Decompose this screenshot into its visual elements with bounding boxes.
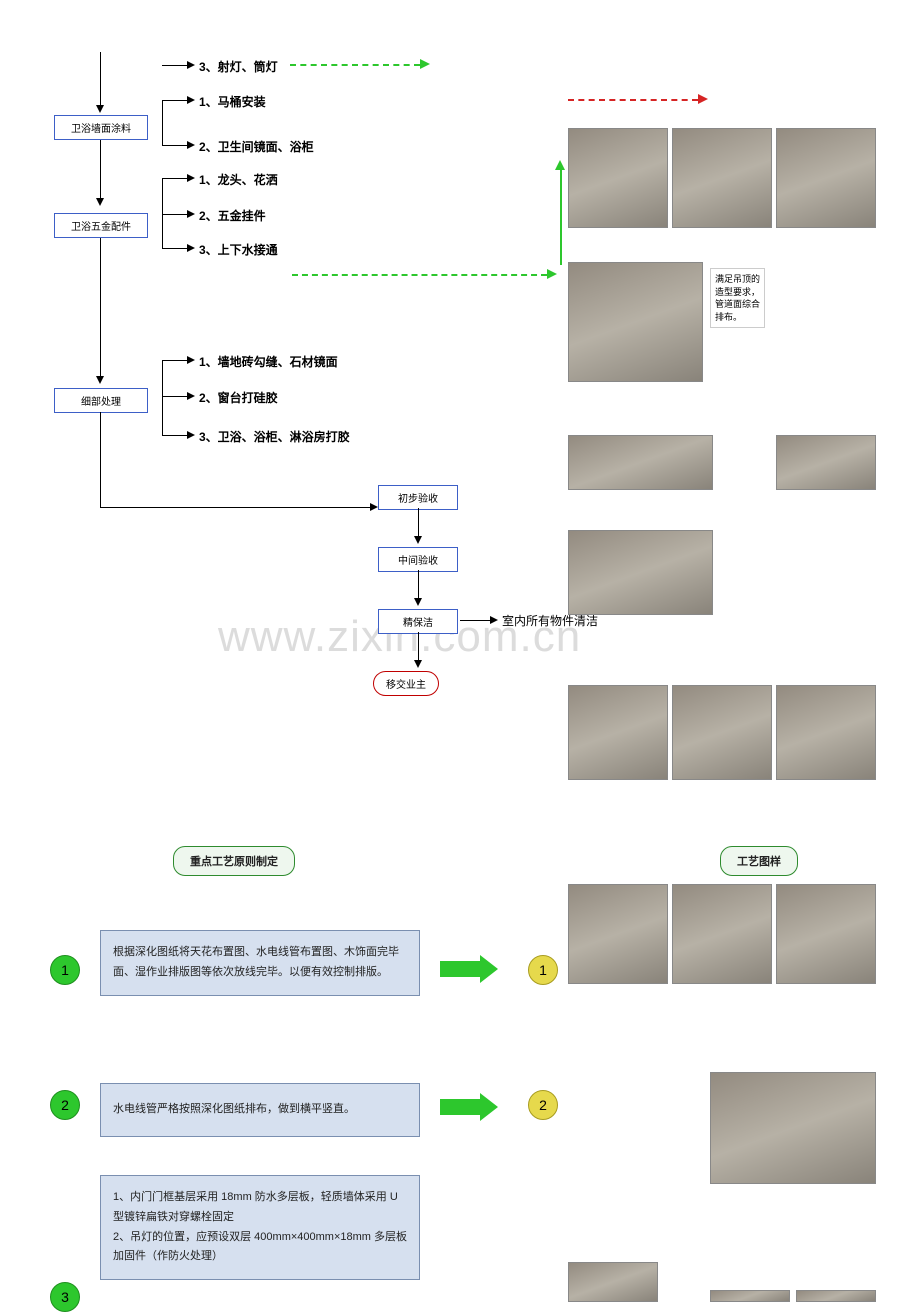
header-right: 工艺图样 <box>720 846 798 876</box>
photo-r2-1 <box>568 262 703 382</box>
node-b4: 初步验收 <box>378 485 458 510</box>
arrow-b6-b7 <box>418 632 419 662</box>
green-arrow-head-1 <box>420 59 430 69</box>
b3-brace <box>162 360 163 435</box>
branch-a8: 2、窗台打硅胶 <box>199 389 278 406</box>
branch-a3: 2、卫生间镜面、浴柜 <box>199 138 314 155</box>
node-b3: 细部处理 <box>54 388 148 413</box>
conn-a1-head <box>187 61 195 69</box>
conn-a2-head <box>187 96 195 104</box>
arrow-b1-b2 <box>100 140 101 200</box>
photo-s1-2 <box>672 884 772 984</box>
arrow-b3-down <box>100 412 101 507</box>
node-b6: 精保洁 <box>378 609 458 634</box>
arrow-b3-right <box>100 507 370 508</box>
step-box-2: 水电线管严格按照深化图纸排布，做到横平竖直。 <box>100 1083 420 1137</box>
branch-a7: 1、墙地砖勾缝、石材镜面 <box>199 353 338 370</box>
arrow-b2-b3-head <box>96 376 104 384</box>
arrow-b6-b7-head <box>414 660 422 668</box>
photo-s1-3 <box>776 884 876 984</box>
arrow-b4-b5 <box>418 508 419 538</box>
branch-a9: 3、卫浴、浴柜、淋浴房打胶 <box>199 428 350 445</box>
green-arrow-up-line <box>560 170 562 265</box>
photo-s1-1 <box>568 884 668 984</box>
arrow-b1-b2-head <box>96 198 104 206</box>
photo-r1-2 <box>672 128 772 228</box>
conn-a3-head <box>187 141 195 149</box>
conn-a6 <box>162 248 187 249</box>
photo-r3-1 <box>568 435 713 490</box>
node-b2: 卫浴五金配件 <box>54 213 148 238</box>
photo-r3-2 <box>776 435 876 490</box>
photo-s3-2 <box>710 1290 790 1302</box>
photo-s3-3 <box>796 1290 876 1302</box>
conn-a9-head <box>187 431 195 439</box>
branch-a6: 3、上下水接通 <box>199 241 278 258</box>
step-circle-1y: 1 <box>528 955 558 985</box>
arrow-b4-b5-head <box>414 536 422 544</box>
photo-s3-1 <box>568 1262 658 1302</box>
conn-a8-head <box>187 392 195 400</box>
green-dash-arrow-1 <box>290 64 420 66</box>
conn-a6-head <box>187 244 195 252</box>
step-circle-1: 1 <box>50 955 80 985</box>
conn-a3 <box>162 145 187 146</box>
red-arrow-head <box>698 94 708 104</box>
conn-a9 <box>162 435 187 436</box>
branch-a1: 3、射灯、筒灯 <box>199 58 278 75</box>
arrow-b2-b3 <box>100 238 101 378</box>
photo-r1-3 <box>776 128 876 228</box>
step-box-3: 1、内门门框基层采用 18mm 防水多层板，轻质墙体采用 U 型镀锌扁铁对穿螺栓… <box>100 1175 420 1280</box>
conn-a5 <box>162 214 187 215</box>
branch-a2: 1、马桶安装 <box>199 93 266 110</box>
green-dash-arrow-2 <box>292 274 547 276</box>
conn-a7-head <box>187 356 195 364</box>
conn-a8 <box>162 396 187 397</box>
node-b1: 卫浴墙面涂料 <box>54 115 148 140</box>
branch-a4: 1、龙头、花洒 <box>199 171 278 188</box>
photo-r5-3 <box>776 685 876 780</box>
b2-brace <box>162 178 163 248</box>
arrow-b3-right-head <box>370 503 378 511</box>
arrow-into-b1 <box>100 52 101 107</box>
node-b7: 移交业主 <box>373 671 439 696</box>
photo-r1-1 <box>568 128 668 228</box>
arrow-b6-note-head <box>490 616 498 624</box>
step-circle-2y: 2 <box>528 1090 558 1120</box>
header-left: 重点工艺原则制定 <box>173 846 295 876</box>
arrow-b5-b6 <box>418 570 419 600</box>
step-circle-3: 3 <box>50 1282 80 1312</box>
branch-a5: 2、五金挂件 <box>199 207 266 224</box>
red-dash-arrow <box>568 99 698 101</box>
arrow-b5-b6-head <box>414 598 422 606</box>
green-arrow-head-2 <box>547 269 557 279</box>
node-b5: 中间验收 <box>378 547 458 572</box>
conn-a4 <box>162 178 187 179</box>
caption-box: 满足吊顶的造型要求，管道面综合排布。 <box>710 268 765 328</box>
conn-a7 <box>162 360 187 361</box>
photo-s2-1 <box>710 1072 876 1184</box>
photo-r5-2 <box>672 685 772 780</box>
step-circle-2: 2 <box>50 1090 80 1120</box>
green-arrow-up-head <box>555 160 565 170</box>
conn-a5-head <box>187 210 195 218</box>
big-arrow-1 <box>440 955 498 983</box>
step-box-1: 根据深化图纸将天花布置图、水电线管布置图、木饰面完毕面、湿作业排版图等依次放线完… <box>100 930 420 996</box>
conn-a1 <box>162 65 187 66</box>
photo-r5-1 <box>568 685 668 780</box>
arrow-into-b1-head <box>96 105 104 113</box>
arrow-b6-note <box>460 620 490 621</box>
photo-r4-1 <box>568 530 713 615</box>
b1-brace <box>162 100 163 145</box>
big-arrow-2 <box>440 1093 498 1121</box>
conn-a2 <box>162 100 187 101</box>
conn-a4-head <box>187 174 195 182</box>
